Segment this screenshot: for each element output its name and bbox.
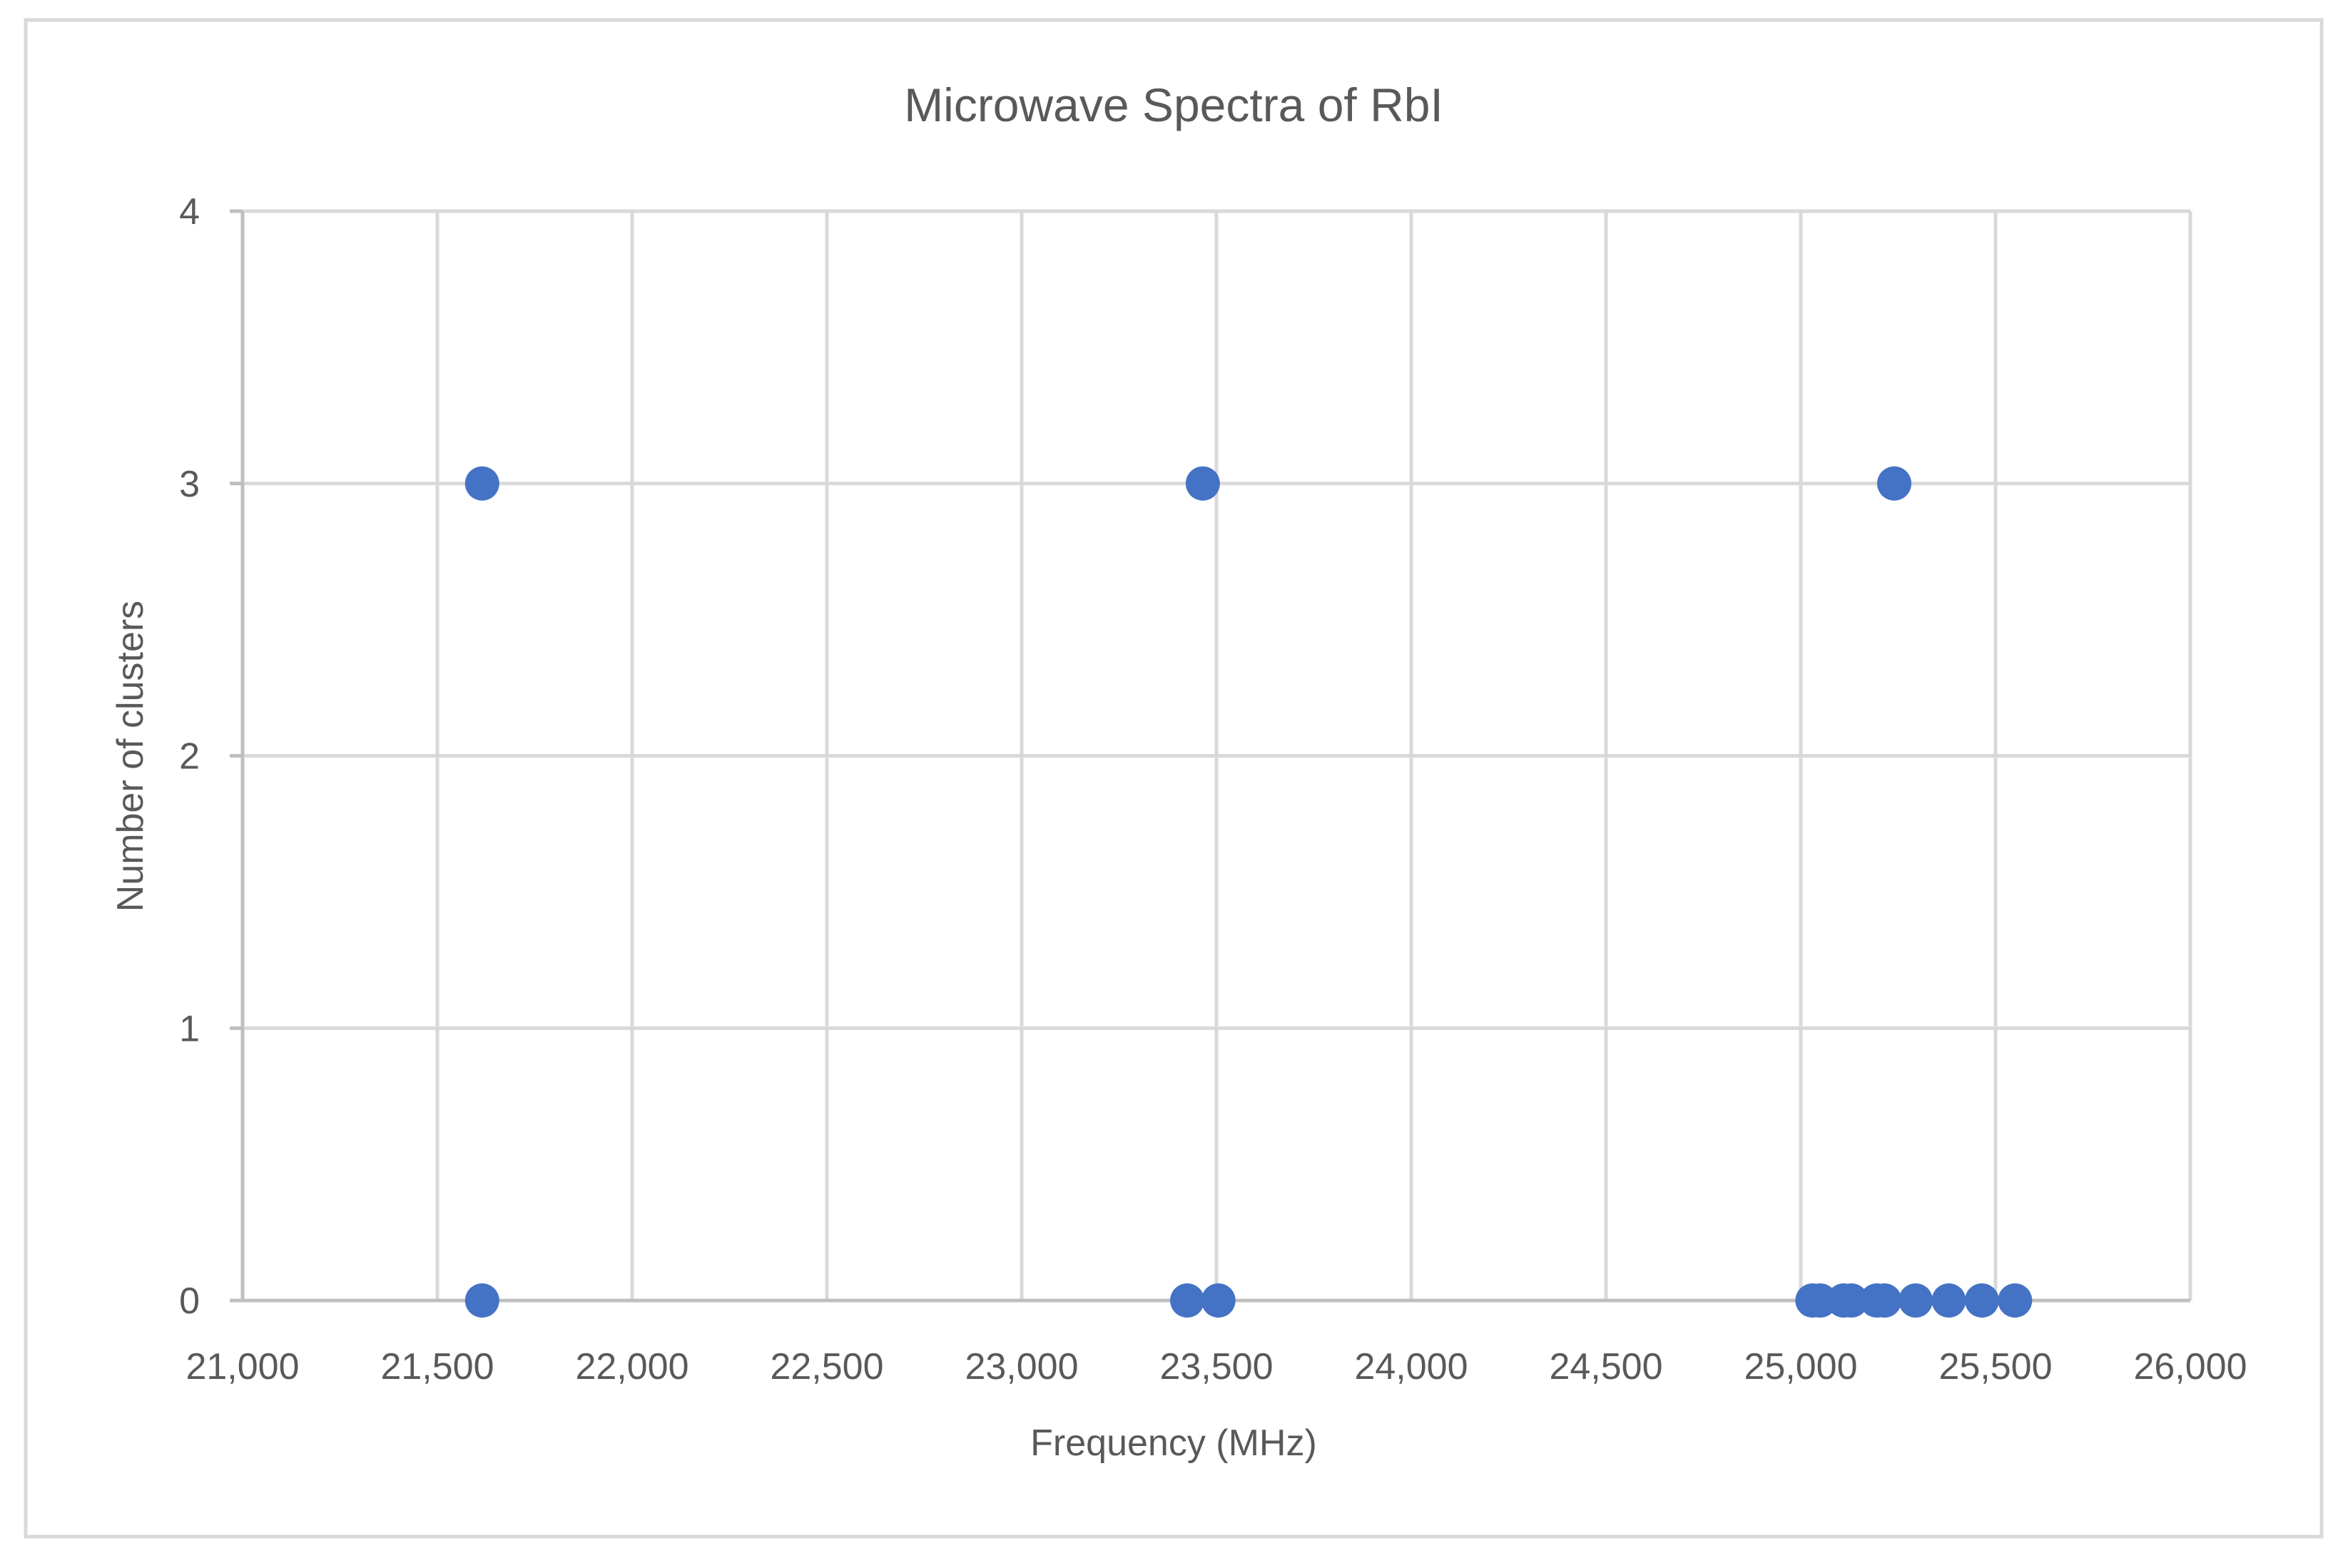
x-tick-label: 25,000 bbox=[1744, 1346, 1857, 1388]
data-point bbox=[1877, 466, 1912, 501]
x-tick-label: 24,500 bbox=[1549, 1346, 1662, 1388]
chart-title: Microwave Spectra of RbI bbox=[904, 78, 1443, 131]
gridlines bbox=[243, 209, 2192, 1300]
data-point bbox=[1899, 1283, 1933, 1318]
x-axis-title: Frequency (MHz) bbox=[1030, 1422, 1317, 1464]
x-tick-label: 21,500 bbox=[380, 1346, 494, 1388]
data-point bbox=[1185, 466, 1220, 501]
y-tick-label: 3 bbox=[179, 464, 200, 505]
data-point bbox=[1170, 1283, 1205, 1318]
y-tick-label: 1 bbox=[179, 1008, 200, 1049]
x-tick-label: 22,500 bbox=[770, 1346, 883, 1388]
data-point bbox=[1998, 1283, 2033, 1318]
x-tick-label: 24,000 bbox=[1354, 1346, 1468, 1388]
x-tick-label: 22,000 bbox=[575, 1346, 688, 1388]
tick-labels: 21,000 21,500 22,000 22,500 23,000 23,500 24,0… bbox=[179, 191, 2247, 1388]
x-tick-label: 21,000 bbox=[185, 1346, 299, 1388]
x-tick-label: 23,000 bbox=[965, 1346, 1078, 1388]
x-tick-label: 23,500 bbox=[1159, 1346, 1273, 1388]
x-tick-label: 26,000 bbox=[2133, 1346, 2247, 1388]
data-point bbox=[464, 1283, 499, 1318]
data-point bbox=[1834, 1283, 1869, 1318]
x-tick-label: 25,500 bbox=[1938, 1346, 2052, 1388]
data-point bbox=[1867, 1283, 1902, 1318]
data-point bbox=[1201, 1283, 1236, 1318]
y-axis-title: Number of clusters bbox=[110, 601, 151, 912]
chart-border bbox=[24, 18, 2324, 1539]
y-tick-label: 0 bbox=[179, 1281, 200, 1322]
data-point bbox=[1964, 1283, 1999, 1318]
y-tick-label: 4 bbox=[179, 191, 200, 233]
data-point bbox=[1931, 1283, 1966, 1318]
data-point bbox=[464, 466, 499, 501]
y-tick-label: 2 bbox=[179, 736, 200, 778]
data-points bbox=[464, 466, 2033, 1318]
